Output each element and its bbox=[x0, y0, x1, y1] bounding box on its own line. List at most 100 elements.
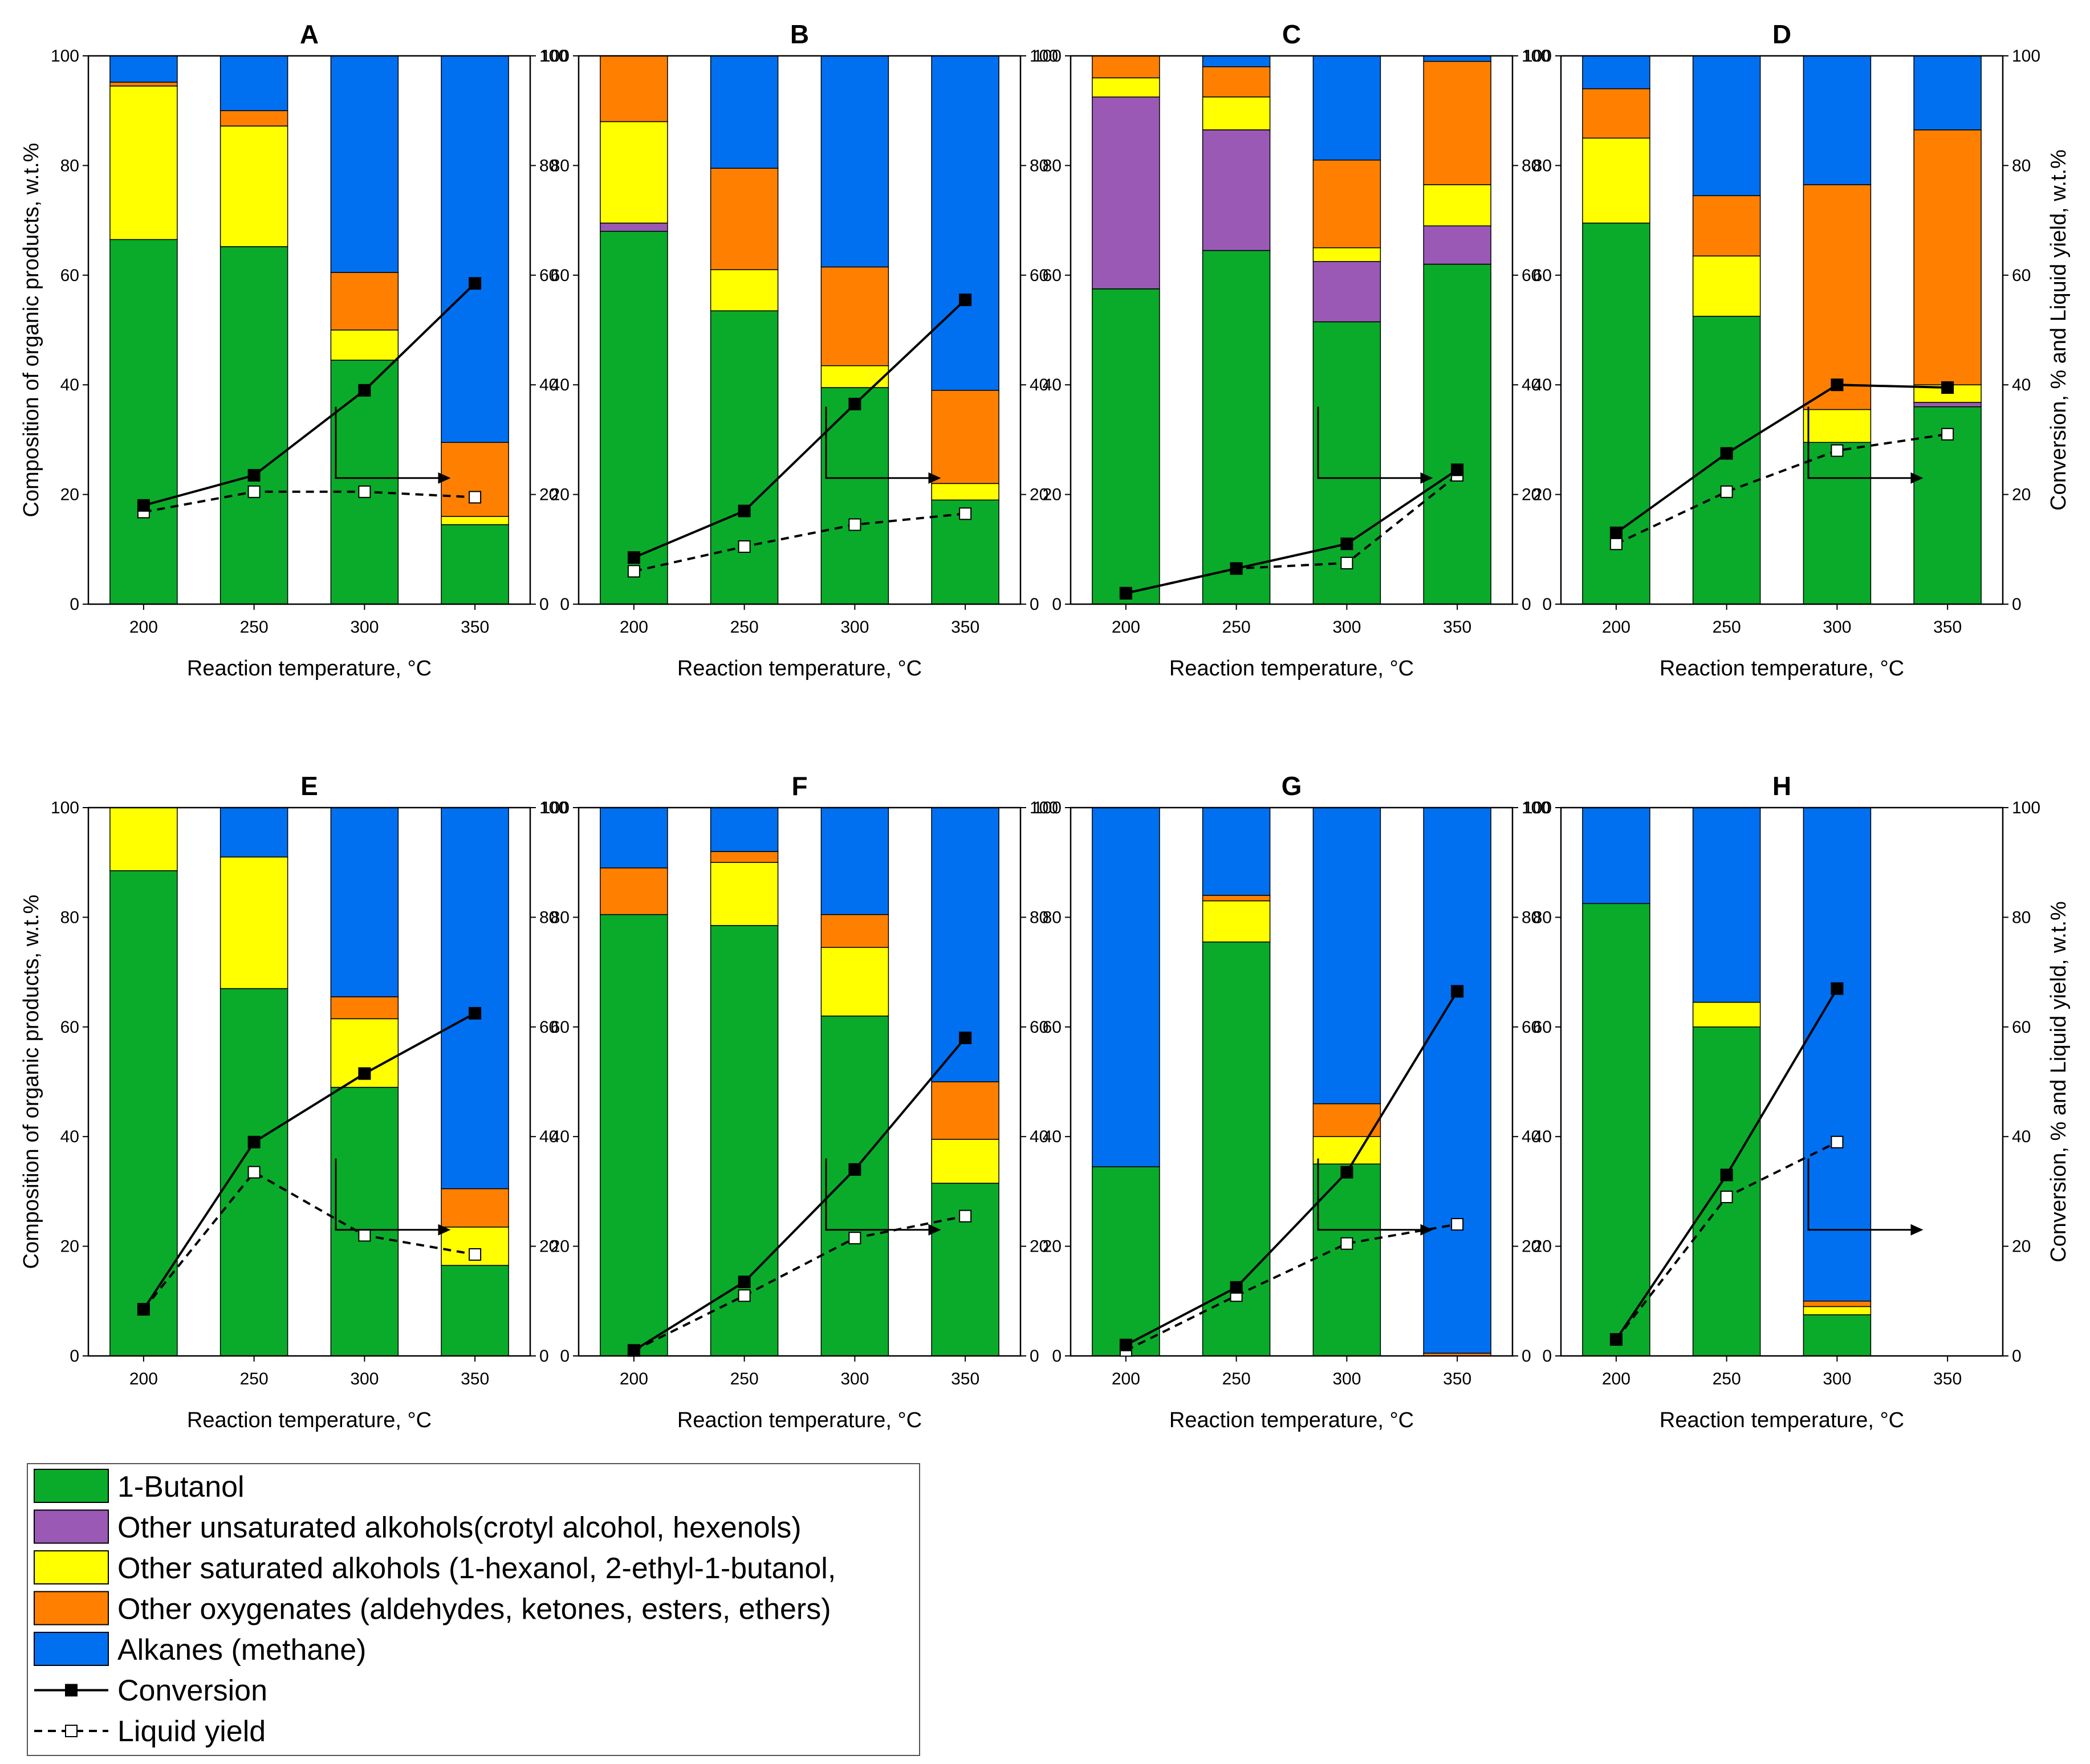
bar-segment-oxygenates bbox=[600, 55, 668, 123]
panel-title: B bbox=[790, 19, 809, 49]
bar-segment-alkanes bbox=[1582, 807, 1650, 905]
conversion-marker bbox=[1451, 985, 1464, 998]
y2-tick-label: 100 bbox=[539, 47, 568, 66]
legend-swatch-unsat-alcohols bbox=[34, 1509, 109, 1544]
y2-tick-label: 100 bbox=[2012, 47, 2040, 66]
y2-tick-label: 60 bbox=[1522, 1018, 1540, 1037]
conversion-marker bbox=[358, 1067, 371, 1080]
y-tick-label: 60 bbox=[551, 1018, 570, 1037]
bar-segment-butanol bbox=[1092, 288, 1160, 605]
y2-tick-label: 100 bbox=[1522, 799, 1550, 817]
bar-segment-butanol bbox=[600, 231, 668, 605]
x-tick-label: 250 bbox=[730, 618, 759, 637]
bar-segment-sat-alcohols bbox=[441, 516, 509, 525]
bar-segment-butanol bbox=[1423, 263, 1491, 605]
bar-segment-butanol bbox=[109, 870, 178, 1356]
legend-swatch-butanol bbox=[34, 1469, 109, 1503]
bar-segment-alkanes bbox=[710, 807, 779, 852]
y2-tick-label: 0 bbox=[1522, 1347, 1531, 1366]
bar-segment-sat-alcohols bbox=[1312, 1136, 1381, 1165]
conversion-marker bbox=[469, 1007, 482, 1020]
right-axis-arrow bbox=[825, 1158, 931, 1231]
bar-segment-alkanes bbox=[1803, 807, 1872, 1302]
panel-title: F bbox=[791, 771, 807, 801]
right-axis-arrowhead bbox=[1910, 472, 1924, 484]
panel-title: G bbox=[1282, 771, 1302, 801]
y-tick-label: 80 bbox=[1533, 156, 1552, 175]
liquid-yield-line bbox=[1616, 433, 1948, 545]
bar-segment-sat-alcohols bbox=[1692, 1001, 1761, 1028]
right-axis-arrowhead bbox=[438, 1224, 451, 1236]
y2-tick-label: 60 bbox=[2012, 1018, 2031, 1037]
x-tick-label: 200 bbox=[129, 618, 158, 637]
right-axis-arrow bbox=[335, 1158, 441, 1231]
y-tick-label: 20 bbox=[1533, 1237, 1552, 1256]
x-axis-label: Reaction temperature, °C bbox=[1660, 657, 1904, 681]
y2-tick-label: 80 bbox=[1522, 156, 1540, 175]
y2-tick-label: 20 bbox=[1030, 486, 1048, 504]
y-tick-label: 0 bbox=[1542, 1347, 1552, 1366]
bar-segment-unsat-alcohols bbox=[600, 222, 668, 232]
y-tick-label: 80 bbox=[1533, 908, 1552, 927]
y-tick-label: 60 bbox=[60, 266, 79, 285]
liquid-yield-marker bbox=[1831, 1135, 1844, 1148]
panel-title: E bbox=[300, 771, 318, 801]
y2-tick-label: 80 bbox=[1030, 908, 1048, 927]
liquid-yield-marker bbox=[959, 507, 972, 520]
x-tick-label: 350 bbox=[461, 1370, 489, 1388]
y-tick-label: 40 bbox=[60, 1127, 79, 1146]
y-tick-label: 80 bbox=[1043, 156, 1062, 175]
x-axis-label: Reaction temperature, °C bbox=[677, 1408, 922, 1432]
bar-segment-butanol bbox=[1803, 442, 1872, 605]
liquid-yield-line bbox=[633, 1215, 966, 1352]
right-axis-arrowhead bbox=[1910, 1224, 1924, 1236]
liquid-yield-marker bbox=[1609, 537, 1623, 551]
bar-segment-unsat-alcohols bbox=[1202, 129, 1271, 251]
x-tick-label: 200 bbox=[620, 618, 648, 637]
y2-tick-label: 0 bbox=[2012, 1347, 2022, 1366]
y2-tick-label: 0 bbox=[539, 595, 549, 614]
y2-tick-label: 40 bbox=[1030, 376, 1048, 394]
conversion-marker bbox=[247, 1135, 261, 1148]
right-axis-arrowhead bbox=[438, 472, 451, 484]
bar-segment-sat-alcohols bbox=[1092, 77, 1160, 97]
y-tick-label: 20 bbox=[60, 486, 79, 504]
y-tick-label: 0 bbox=[560, 595, 570, 614]
x-tick-label: 350 bbox=[1443, 618, 1471, 637]
y2-tick-label: 0 bbox=[2012, 595, 2022, 614]
bar-segment-sat-alcohols bbox=[109, 807, 178, 871]
bar-segment-oxygenates bbox=[1312, 1103, 1381, 1137]
bar-segment-oxygenates bbox=[820, 914, 889, 948]
bar-segment-oxygenates bbox=[1202, 66, 1271, 97]
x-axis-label: Reaction temperature, °C bbox=[1169, 1408, 1414, 1432]
bar-segment-alkanes bbox=[1312, 55, 1381, 161]
right-axis-arrow bbox=[1317, 1158, 1423, 1231]
bar-segment-alkanes bbox=[1202, 55, 1271, 67]
y2-tick-label: 80 bbox=[1522, 908, 1540, 927]
bar-segment-sat-alcohols bbox=[1692, 255, 1761, 317]
y2-axis-label: Conversion, % and Liquid yield, w.t.% bbox=[2047, 149, 2071, 511]
y-tick-label: 80 bbox=[60, 908, 79, 927]
x-tick-label: 300 bbox=[840, 1370, 869, 1388]
y-tick-label: 20 bbox=[551, 486, 570, 504]
y2-tick-label: 80 bbox=[2012, 156, 2031, 175]
y2-tick-label: 40 bbox=[1030, 1127, 1048, 1146]
y2-tick-label: 0 bbox=[1030, 595, 1039, 614]
y2-tick-label: 60 bbox=[539, 266, 558, 285]
legend-label: Other saturated alkohols (1-hexanol, 2-e… bbox=[117, 1552, 836, 1585]
y2-tick-label: 60 bbox=[1030, 266, 1048, 285]
liquid-yield-marker bbox=[959, 1209, 972, 1223]
x-tick-label: 200 bbox=[1602, 1370, 1630, 1388]
y-tick-label: 0 bbox=[1542, 595, 1552, 614]
y-tick-label: 100 bbox=[1033, 47, 1062, 66]
bar-segment-alkanes bbox=[1312, 807, 1381, 1105]
right-axis-arrowhead bbox=[928, 472, 941, 484]
bar-segment-sat-alcohols bbox=[109, 85, 178, 241]
legend-swatch-sat-alcohols bbox=[34, 1550, 109, 1584]
bar-segment-butanol bbox=[1803, 1314, 1872, 1356]
y2-tick-label: 60 bbox=[1522, 266, 1540, 285]
bar-segment-alkanes bbox=[330, 55, 399, 273]
